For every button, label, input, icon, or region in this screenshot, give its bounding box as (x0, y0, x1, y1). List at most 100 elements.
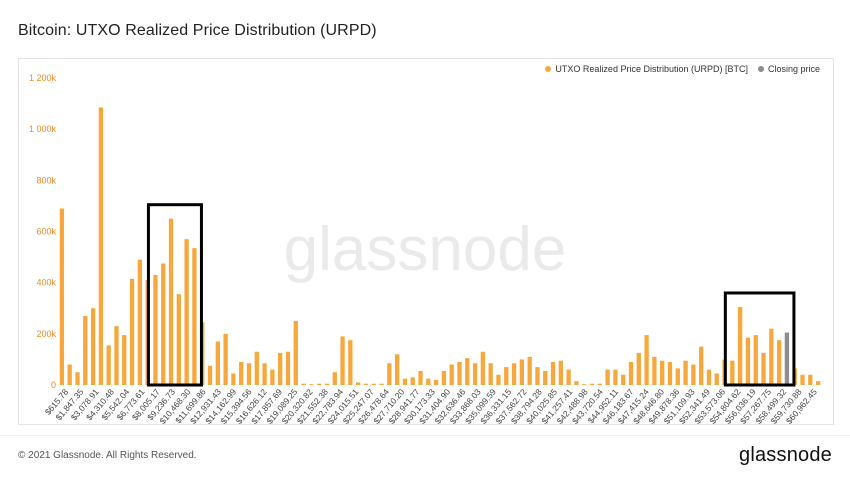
bar (738, 306, 743, 385)
bar (67, 364, 72, 385)
bar (558, 360, 563, 385)
bar (761, 353, 766, 385)
bar (535, 367, 540, 385)
bar (83, 315, 88, 385)
bar (543, 370, 548, 385)
y-tick-label: 1 200k (29, 73, 57, 83)
bar (511, 363, 517, 385)
bar (176, 294, 181, 385)
bar (75, 372, 80, 385)
bar (293, 321, 298, 385)
bar (675, 368, 680, 385)
watermark: glassnode (284, 215, 567, 284)
bar (231, 373, 236, 385)
bar (449, 364, 454, 385)
y-tick-label: 800k (36, 175, 56, 185)
legend-item-urpd[interactable]: UTXO Realized Price Distribution (URPD) … (545, 64, 748, 74)
bar (441, 370, 447, 385)
bar (480, 351, 486, 385)
legend-item-closing[interactable]: Closing price (757, 64, 820, 74)
highlight-box (146, 203, 203, 387)
bar (262, 363, 267, 385)
y-tick-label: 400k (36, 278, 56, 288)
bar (465, 358, 470, 385)
highlight-box (723, 291, 796, 387)
bar (527, 356, 532, 385)
copyright-text: © 2021 Glassnode. All Rights Reserved. (18, 450, 197, 461)
bar (745, 337, 751, 385)
bar (106, 345, 111, 385)
bar (628, 361, 634, 385)
bar (98, 107, 104, 386)
bar (332, 372, 337, 385)
legend-dot-closing (757, 66, 764, 72)
bar (215, 341, 220, 385)
bar (683, 360, 688, 385)
bar (394, 354, 400, 385)
bar (402, 378, 408, 385)
bar (582, 384, 587, 385)
bar (137, 259, 142, 385)
bar (387, 363, 392, 385)
bar (808, 374, 813, 385)
chart-title: Bitcoin: UTXO Realized Price Distributio… (18, 22, 377, 39)
y-tick-label: 1 000k (29, 124, 57, 134)
y-tick-label: 0 (51, 380, 56, 390)
bar (90, 308, 96, 385)
bar (129, 278, 135, 385)
bar (340, 336, 345, 385)
bar (550, 361, 556, 385)
bar (636, 353, 641, 385)
bar (589, 383, 595, 385)
bar (246, 363, 252, 385)
bar (667, 361, 673, 385)
bar (706, 369, 712, 385)
bar (652, 356, 657, 385)
y-tick-label: 200k (36, 329, 56, 339)
bar (122, 335, 127, 385)
bar (114, 326, 119, 385)
bar (753, 335, 758, 385)
bar (769, 328, 774, 385)
bar (379, 383, 384, 385)
bar (613, 369, 618, 385)
bar (207, 365, 213, 385)
bar (371, 383, 376, 385)
bar (356, 382, 361, 385)
bar (270, 369, 275, 385)
bar (223, 333, 228, 385)
legend-dot-urpd (545, 66, 552, 72)
bar (605, 369, 610, 385)
bar (59, 208, 65, 385)
bar (410, 377, 415, 385)
bar (660, 360, 665, 385)
bar (317, 383, 322, 385)
bar (574, 381, 579, 385)
bar (285, 351, 291, 385)
bar (433, 379, 439, 385)
y-tick-label: 600k (36, 227, 56, 237)
bar (153, 274, 158, 385)
chart-legend: UTXO Realized Price Distribution (URPD) … (545, 64, 820, 74)
bar (691, 364, 696, 385)
bar (301, 383, 306, 385)
bar (363, 383, 369, 385)
bar (815, 381, 821, 385)
bar (800, 374, 805, 385)
bar (239, 361, 244, 385)
bar (457, 361, 462, 385)
bar (597, 383, 602, 385)
bar (776, 340, 782, 385)
bar (254, 351, 259, 385)
bar (309, 384, 314, 385)
bar (324, 383, 330, 385)
bar (730, 360, 735, 385)
bar (488, 363, 493, 385)
bar (161, 263, 166, 385)
bar (699, 346, 704, 386)
bar (784, 332, 790, 385)
bar (496, 374, 501, 385)
bar (519, 359, 524, 385)
bar (714, 373, 719, 385)
